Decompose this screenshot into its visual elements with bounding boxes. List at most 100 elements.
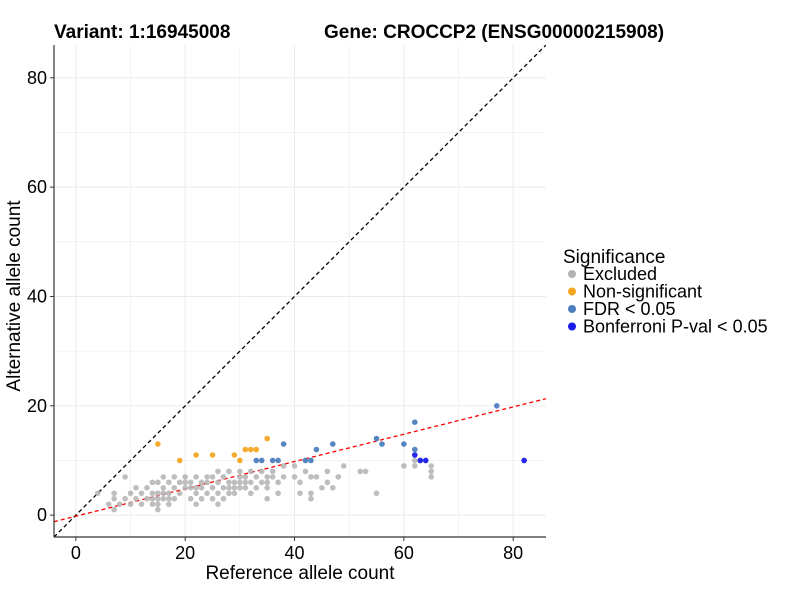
data-point: [330, 441, 336, 447]
data-point: [226, 468, 232, 475]
data-point: [166, 479, 172, 486]
data-point: [204, 490, 210, 497]
data-point: [275, 457, 281, 464]
data-point: [204, 474, 210, 480]
y-tick-label: 0: [37, 505, 47, 525]
data-point: [187, 495, 194, 502]
data-point: [166, 495, 172, 502]
data-point: [209, 452, 216, 458]
data-point: [237, 479, 243, 486]
data-point: [521, 457, 527, 464]
data-point: [412, 446, 418, 453]
chart-title-left: Variant: 1:16945008: [54, 22, 230, 43]
data-point: [412, 463, 418, 469]
data-point: [226, 479, 232, 486]
reference-lines: [54, 45, 546, 537]
data-point: [209, 495, 216, 502]
data-point: [111, 490, 117, 497]
data-point: [171, 485, 178, 491]
data-point: [166, 501, 172, 508]
data-point: [127, 490, 134, 497]
data-point: [122, 495, 128, 502]
data-point: [155, 506, 161, 513]
y-tick-label: 80: [27, 68, 47, 88]
data-point: [291, 463, 298, 469]
data-point: [94, 490, 101, 497]
chart-title-right: Gene: CROCCP2 (ENSG00000215908): [324, 22, 664, 43]
data-point: [133, 485, 139, 491]
data-point: [193, 501, 199, 508]
data-point: [242, 474, 249, 480]
data-point: [198, 485, 205, 491]
data-point: [297, 490, 303, 497]
data-point: [269, 457, 276, 464]
data-point: [258, 468, 265, 475]
data-point: [231, 485, 238, 491]
data-point: [144, 495, 150, 502]
data-point: [215, 479, 221, 486]
legend-key: [568, 322, 576, 331]
data-point: [291, 474, 298, 480]
data-point: [313, 474, 320, 480]
x-tick-label: 0: [71, 543, 81, 563]
data-point: [231, 490, 238, 497]
data-point: [242, 485, 249, 491]
data-point: [127, 501, 134, 508]
data-point: [308, 474, 314, 480]
legend-label: Bonferroni P-val < 0.05: [583, 317, 768, 337]
data-point: [324, 479, 331, 486]
legend-label: FDR < 0.05: [583, 299, 676, 319]
data-point: [362, 468, 369, 475]
data-point: [335, 474, 342, 480]
data-point: [111, 506, 117, 513]
data-point: [226, 490, 232, 497]
legend: Significance ExcludedNon-significantFDR …: [563, 247, 768, 337]
data-point: [253, 446, 260, 453]
data-point: [209, 474, 216, 480]
data-point: [204, 479, 210, 486]
data-point: [357, 468, 363, 475]
data-point: [428, 463, 435, 469]
data-point: [264, 479, 271, 486]
data-point: [160, 495, 167, 502]
x-axis-label: Reference allele count: [205, 563, 395, 584]
data-point: [220, 495, 227, 502]
data-point: [412, 419, 418, 426]
data-point: [379, 441, 385, 447]
data-point: [280, 441, 287, 447]
data-point: [176, 490, 183, 497]
data-point: [193, 485, 199, 491]
legend-key: [568, 287, 576, 296]
data-point: [122, 474, 128, 480]
data-point: [215, 490, 221, 497]
data-point: [105, 501, 112, 508]
data-point: [373, 490, 380, 497]
data-point: [182, 474, 188, 480]
data-point: [280, 463, 287, 469]
plot-panel: 0 20 40 60 80 0 20 40 60 80: [27, 45, 546, 563]
data-point: [149, 490, 156, 497]
data-point: [275, 490, 281, 497]
data-point: [166, 490, 172, 497]
data-point: [220, 485, 227, 491]
y-axis-label: Alternative allele count: [4, 200, 25, 392]
data-point: [231, 452, 238, 458]
x-tick-label: 80: [503, 543, 523, 563]
data-point: [302, 468, 309, 475]
data-point: [116, 501, 123, 508]
x-tick-label: 40: [285, 543, 305, 563]
x-tick-label: 60: [394, 543, 414, 563]
data-point: [253, 485, 260, 491]
y-tick-label: 60: [27, 177, 47, 197]
x-tick-label: 20: [175, 543, 195, 563]
data-point: [176, 457, 183, 464]
data-point: [171, 474, 178, 480]
data-point: [253, 474, 260, 480]
data-point: [237, 468, 243, 475]
data-point: [155, 441, 161, 447]
data-point: [193, 474, 199, 480]
data-point: [494, 403, 500, 409]
data-point: [373, 435, 380, 442]
data-point: [308, 457, 314, 464]
